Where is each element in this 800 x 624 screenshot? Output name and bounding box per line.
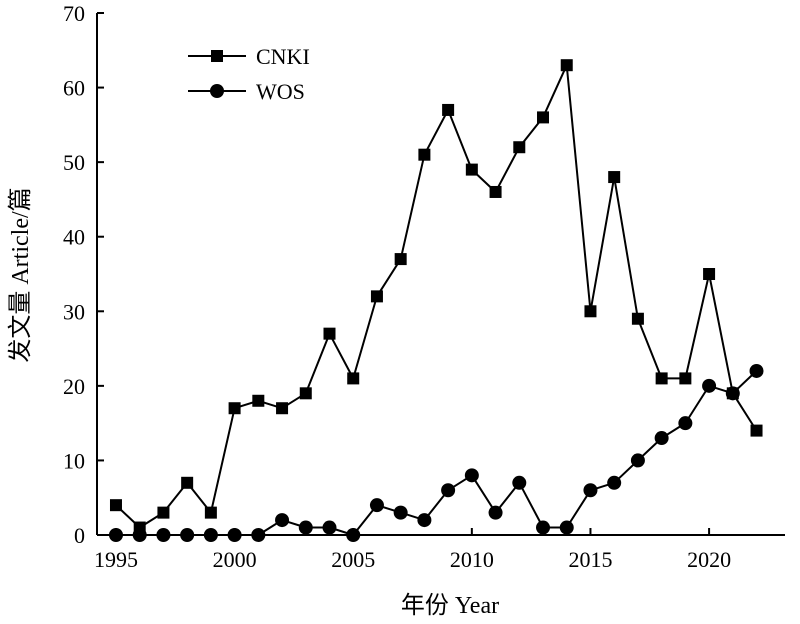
y-tick-label-50: 50 — [63, 150, 85, 175]
data-point-cnki-2006 — [370, 290, 383, 303]
data-point-wos-2002 — [275, 513, 290, 528]
data-point-wos-1998 — [180, 528, 195, 542]
data-point-wos-2006 — [369, 498, 384, 513]
data-point-cnki-2000 — [228, 402, 241, 415]
data-point-cnki-2012 — [513, 141, 526, 154]
data-point-wos-2005 — [346, 528, 361, 542]
data-point-wos-2001 — [251, 528, 266, 542]
data-point-wos-2019 — [678, 416, 693, 431]
y-tick-label-10: 10 — [63, 448, 85, 473]
legend: CNKI WOS — [188, 44, 310, 104]
series-wos — [108, 363, 764, 542]
data-point-cnki-2020 — [703, 268, 716, 280]
y-tick-label-70: 70 — [63, 1, 85, 26]
x-tick-label-2010: 2010 — [450, 547, 494, 572]
data-point-cnki-1995 — [109, 499, 122, 512]
data-point-cnki-2008 — [418, 148, 431, 161]
data-point-wos-1996 — [132, 528, 147, 542]
data-point-cnki-2002 — [276, 402, 289, 415]
data-point-cnki-2018 — [655, 372, 668, 385]
data-point-wos-2021 — [725, 386, 740, 401]
legend-label-wos: WOS — [256, 79, 305, 104]
series-cnki — [109, 59, 763, 534]
data-point-wos-2009 — [441, 483, 456, 498]
data-point-wos-1997 — [156, 528, 171, 542]
x-tick-label-2015: 2015 — [568, 547, 612, 572]
data-point-cnki-2007 — [394, 253, 407, 266]
x-axis-title: 年份 Year — [401, 592, 499, 619]
data-point-wos-1999 — [203, 528, 218, 542]
y-tick-label-0: 0 — [74, 523, 85, 548]
data-point-cnki-2001 — [252, 394, 265, 407]
data-point-wos-2007 — [393, 505, 408, 520]
data-point-wos-2008 — [417, 513, 432, 528]
data-point-cnki-2009 — [442, 103, 455, 116]
data-point-cnki-1999 — [204, 506, 217, 519]
data-point-wos-2000 — [227, 528, 242, 542]
data-point-cnki-2010 — [465, 163, 478, 176]
data-point-wos-2016 — [607, 475, 622, 490]
data-point-cnki-2017 — [631, 312, 644, 325]
x-tick-label-2020: 2020 — [687, 547, 731, 572]
data-point-cnki-2015 — [584, 305, 597, 318]
y-tick-label-60: 60 — [63, 76, 85, 101]
data-point-cnki-2022 — [750, 424, 763, 437]
y-tick-label-30: 30 — [63, 299, 85, 324]
data-point-wos-1995 — [108, 528, 123, 542]
data-point-cnki-1998 — [181, 476, 194, 489]
data-point-wos-2022 — [749, 363, 764, 378]
x-tick-label-2000: 2000 — [213, 547, 257, 572]
data-point-cnki-2011 — [489, 185, 502, 198]
series-line-cnki — [115, 64, 758, 529]
data-point-wos-2010 — [464, 468, 479, 483]
x-tick-label-2005: 2005 — [331, 547, 375, 572]
axes: 0 10 20 30 40 50 60 70 1995 2000 2005 2010 2015 2020 — [63, 1, 785, 572]
data-point-cnki-2019 — [679, 372, 692, 385]
series-line-wos — [116, 370, 758, 536]
data-point-wos-2003 — [298, 520, 313, 535]
data-point-wos-2020 — [702, 378, 717, 393]
data-point-cnki-2014 — [560, 59, 573, 72]
data-point-cnki-2003 — [299, 387, 312, 400]
data-point-wos-2013 — [536, 520, 551, 535]
data-point-wos-2015 — [583, 483, 598, 498]
y-axis-title: 发文量 Article/篇 — [7, 187, 34, 362]
data-point-cnki-2005 — [347, 372, 360, 385]
legend-marker-wos — [210, 84, 224, 98]
legend-marker-cnki — [211, 50, 223, 62]
data-point-wos-2018 — [654, 431, 669, 446]
y-tick-label-20: 20 — [63, 374, 85, 399]
data-point-wos-2004 — [322, 520, 337, 535]
legend-label-cnki: CNKI — [256, 44, 310, 69]
data-point-wos-2011 — [488, 505, 503, 520]
data-point-wos-2012 — [512, 475, 527, 490]
data-point-cnki-2004 — [323, 327, 336, 340]
y-tick-label-40: 40 — [63, 225, 85, 250]
data-point-cnki-2016 — [608, 171, 621, 184]
data-point-cnki-2013 — [537, 111, 550, 124]
series-layer — [108, 59, 764, 542]
x-tick-label-1995: 1995 — [94, 547, 138, 572]
data-point-wos-2014 — [559, 520, 574, 535]
data-point-wos-2017 — [630, 453, 645, 468]
data-point-cnki-1997 — [157, 506, 170, 519]
